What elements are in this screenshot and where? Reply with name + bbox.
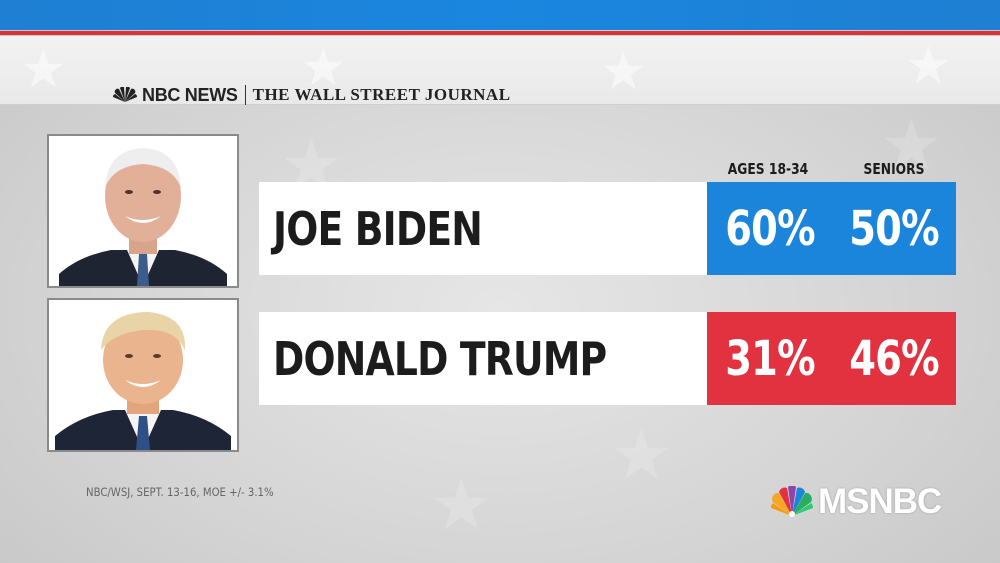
biden-results-box: 60% 50% [707,182,956,275]
header-logos: NBC NEWS THE WALL STREET JOURNAL [112,84,511,106]
biden-ages-18-34-value: 60% [725,200,815,257]
background-star-icon: ★ [880,104,943,186]
msnbc-logo: MSNBC [769,482,942,522]
logo-divider [244,85,246,105]
banner-star-icon: ★ [600,42,647,102]
background-star-icon: ★ [610,414,673,496]
trump-ages-18-34-value: 31% [725,330,815,387]
msnbc-peacock-icon [770,486,814,517]
trump-seniors-value: 46% [849,330,939,387]
biden-seniors-value: 50% [849,200,939,257]
column-header-seniors: SENIORS [863,160,925,178]
msnbc-wordmark: MSNBC [818,482,942,521]
wsj-logo: THE WALL STREET JOURNAL [252,85,511,104]
poll-source-note: NBC/WSJ, SEPT. 13-16, MOE +/- 3.1% [86,485,274,499]
trump-photo [47,298,239,452]
candidate-row-trump: DONALD TRUMP [259,312,707,405]
background-star-icon: ★ [430,464,493,546]
trump-results-box: 31% 46% [707,312,956,405]
banner-star-icon: ★ [20,40,67,100]
header-banner: ★ ★ ★ ★ [0,36,1000,105]
candidate-row-biden: JOE BIDEN [259,182,707,275]
top-blue-bar [0,0,1000,30]
candidate-name: JOE BIDEN [273,201,483,256]
column-header-ages-18-34: AGES 18-34 [727,160,809,178]
nbc-peacock-icon [112,86,138,103]
biden-photo [47,134,239,288]
nbc-news-logo: NBC NEWS [142,84,238,105]
red-stripe [0,31,1000,35]
banner-star-icon: ★ [905,36,952,96]
candidate-name: DONALD TRUMP [273,331,607,386]
banner-star-icon: ★ [300,38,347,98]
